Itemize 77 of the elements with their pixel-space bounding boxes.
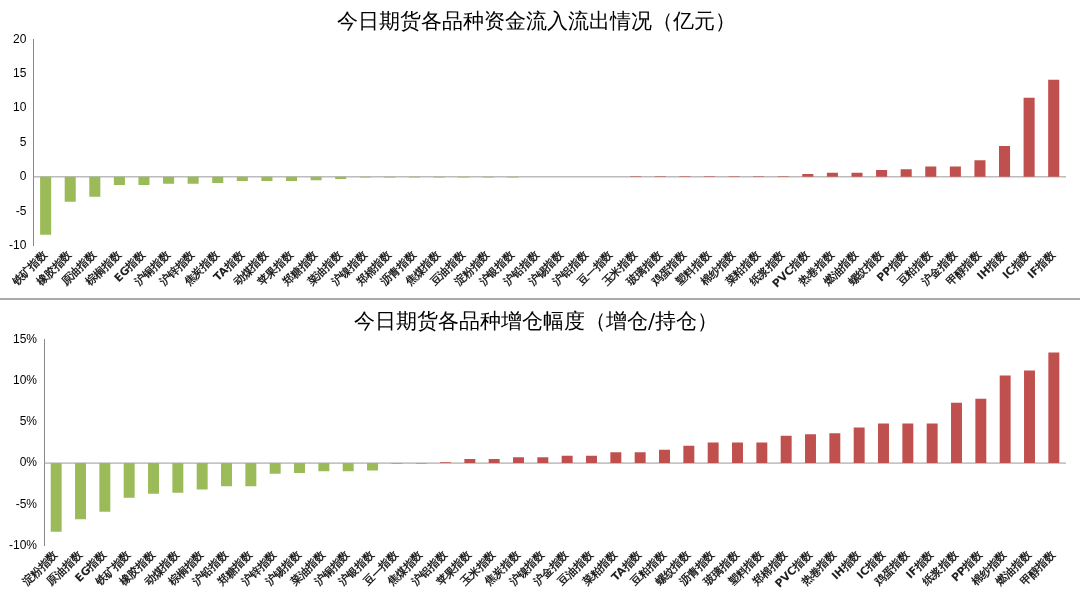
bar: [707, 442, 719, 464]
bar: [172, 463, 184, 493]
y-tick-label: 10: [12, 100, 27, 115]
y-tick-label: -5: [15, 203, 27, 218]
bar: [196, 463, 208, 490]
bar: [999, 375, 1011, 464]
bar: [826, 172, 838, 177]
bar: [610, 452, 622, 464]
bar: [488, 458, 500, 464]
bar: [50, 463, 62, 532]
y-tick-label: 0: [19, 169, 27, 184]
bar: [974, 160, 986, 177]
y-tick-label: 0%: [19, 455, 38, 470]
bar: [732, 442, 743, 464]
bar: [245, 463, 257, 487]
bar: [851, 172, 863, 177]
bar: [75, 463, 86, 520]
y-tick-label: 5%: [19, 414, 38, 429]
bar: [999, 145, 1011, 177]
bar: [1024, 370, 1035, 464]
y-tick-label: 15: [12, 65, 27, 80]
bar: [464, 458, 476, 464]
bar: [138, 176, 150, 186]
bar: [537, 457, 549, 464]
bar: [342, 463, 354, 472]
bar: [261, 176, 273, 181]
bar: [285, 176, 298, 181]
bar: [335, 176, 347, 179]
bar: [780, 435, 792, 464]
bar: [878, 423, 889, 464]
bar: [294, 463, 305, 473]
bar: [1048, 352, 1060, 464]
bar: [123, 463, 135, 498]
bar: [1048, 79, 1060, 177]
bar: [586, 455, 597, 464]
bar: [876, 169, 888, 177]
bar: [925, 166, 937, 177]
chart-title: 今日期货各品种资金流入流出情况（亿元）: [336, 9, 736, 34]
bar: [1023, 97, 1035, 177]
bar: [805, 434, 816, 464]
bar: [187, 176, 199, 184]
bar: [212, 176, 224, 184]
y-tick-label: -10: [9, 237, 27, 252]
bar: [561, 455, 573, 464]
bar: [683, 445, 695, 464]
bar: [367, 463, 378, 471]
y-tick-label: -10%: [9, 537, 38, 552]
bar: [975, 398, 987, 464]
bar: [148, 463, 159, 494]
chart-title: 今日期货各品种增仓幅度（增仓/持仓）: [353, 309, 719, 334]
bar: [89, 176, 101, 197]
y-tick-label: 10%: [12, 372, 38, 387]
bar: [113, 176, 125, 186]
bar: [853, 427, 865, 464]
bar: [829, 433, 841, 464]
bar: [902, 423, 914, 464]
bar: [236, 176, 248, 181]
bar: [318, 463, 330, 472]
bar: [756, 442, 768, 464]
bar: [900, 169, 912, 177]
bar: [163, 176, 175, 184]
bar: [513, 457, 524, 464]
bar: [221, 463, 232, 487]
y-tick-label: 5: [19, 134, 27, 149]
bar: [634, 452, 646, 464]
bar: [659, 449, 670, 464]
bar: [64, 176, 76, 202]
bar: [926, 423, 938, 464]
bar: [951, 402, 962, 464]
y-tick-label: 15%: [12, 331, 38, 346]
y-tick-label: 20: [12, 31, 27, 46]
y-tick-label: -5%: [15, 496, 38, 511]
bar: [40, 176, 52, 235]
bar: [99, 463, 111, 512]
bar: [949, 166, 961, 177]
bar: [269, 463, 281, 474]
bar: [802, 174, 814, 177]
